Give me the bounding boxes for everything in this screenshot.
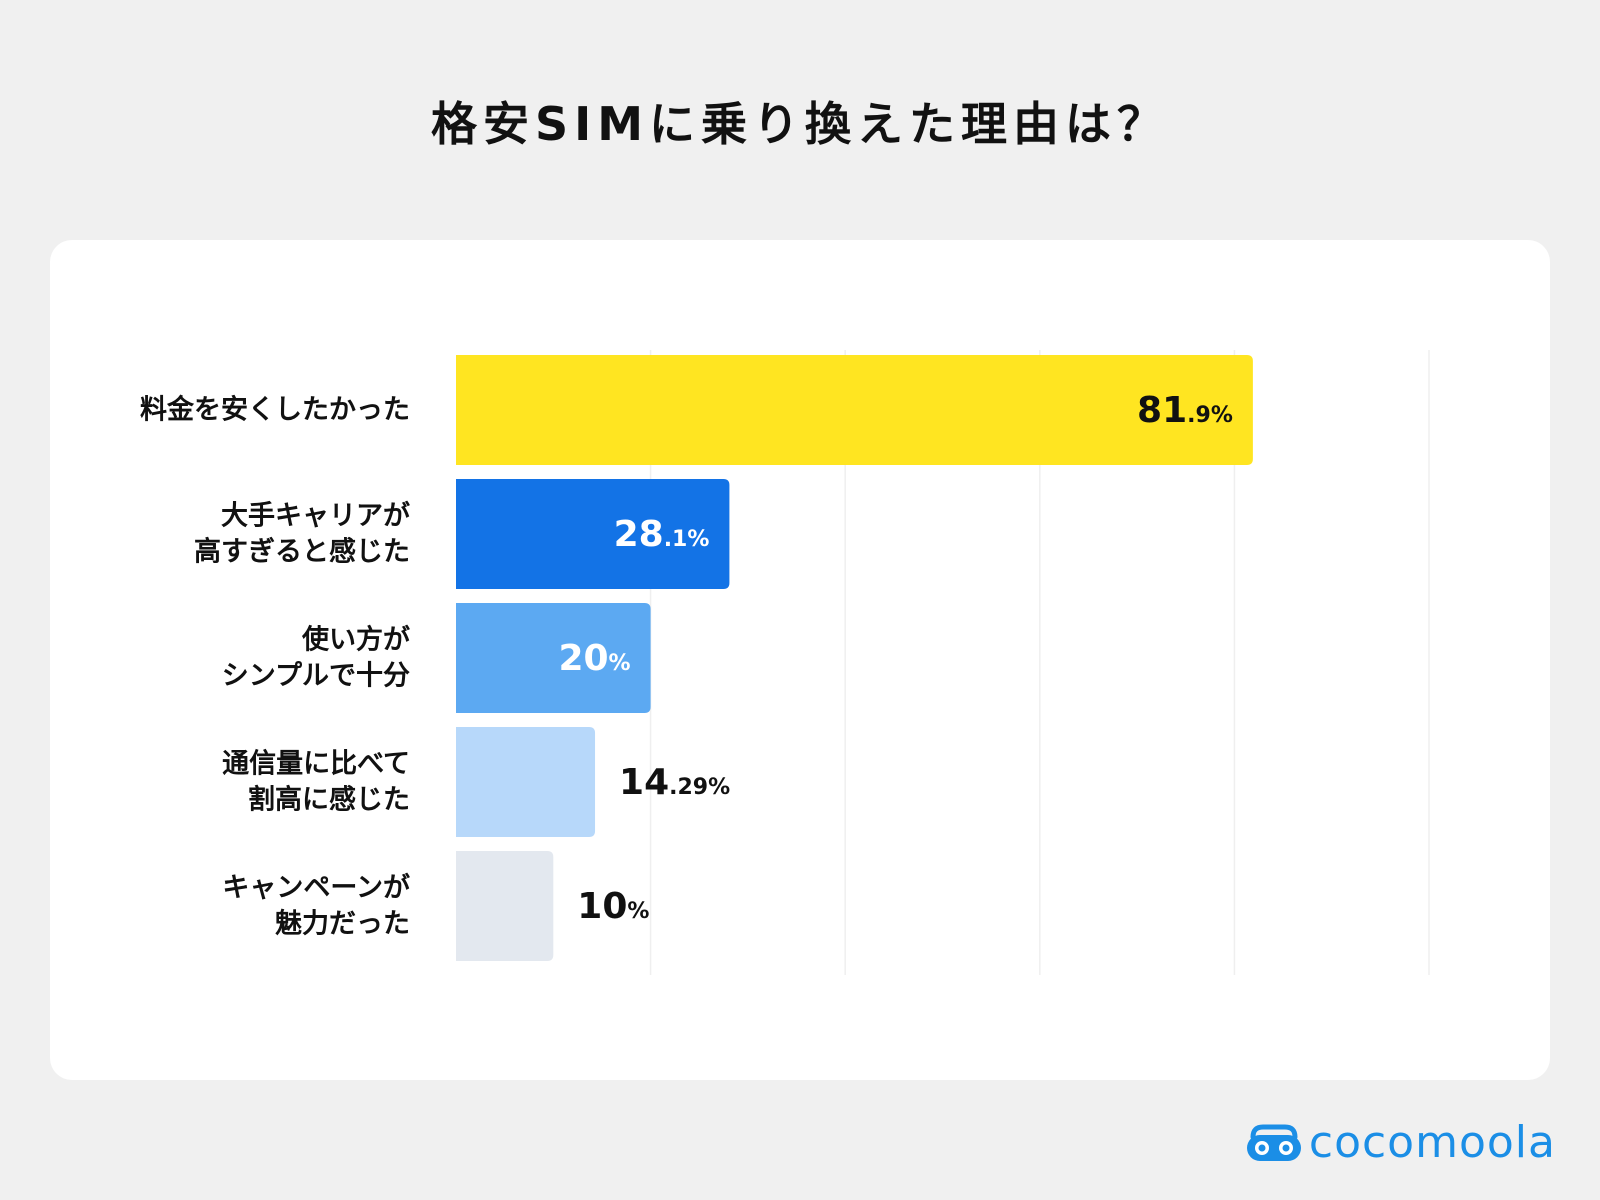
bar — [456, 851, 554, 961]
glasses-logo-icon — [1246, 1124, 1301, 1161]
brand-logo: cocomoola — [1245, 1117, 1556, 1168]
bar — [456, 479, 730, 589]
value-label: 81.9% — [1137, 390, 1233, 431]
value-label: 28.1% — [614, 514, 710, 555]
category-label: 魅力だった — [275, 909, 410, 940]
chart-card: 料金を安くしたかった 81.9% 大手キャリアが高すぎると感じた 28.1% 使い方がシ… — [50, 240, 1550, 1080]
bar — [456, 603, 651, 713]
category-label: 使い方が — [301, 624, 410, 656]
category-label: 料金を安くしたかった — [140, 394, 410, 426]
category-label: 高すぎると感じた — [194, 536, 410, 568]
value-label: 14.29% — [619, 762, 730, 803]
bar — [456, 727, 596, 837]
category-label: 通信量に比べて — [222, 749, 410, 780]
value-label: 20% — [558, 638, 630, 679]
value-label: 10% — [577, 886, 649, 927]
brand-name: cocomoola — [1308, 1117, 1556, 1168]
bar — [456, 355, 1253, 465]
category-label: キャンペーンが — [222, 872, 410, 904]
chart-title: 格安SIMに乗り換えた理由は？ — [430, 97, 1170, 151]
category-label: 割高に感じた — [248, 784, 410, 816]
category-label: 大手キャリアが — [221, 500, 410, 532]
category-label: シンプルで十分 — [222, 661, 410, 692]
